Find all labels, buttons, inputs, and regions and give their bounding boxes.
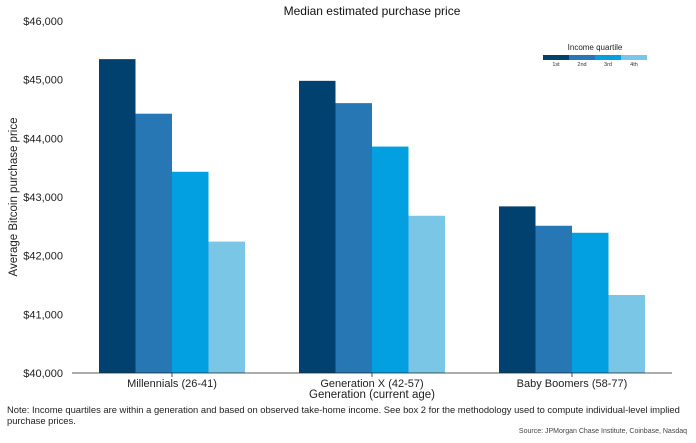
chart-title: Median estimated purchase price: [284, 4, 461, 18]
legend-label: 2nd: [577, 62, 586, 68]
y-axis-label: Average Bitcoin purchase price: [8, 118, 20, 277]
legend-swatch: [543, 55, 569, 60]
bar: [372, 146, 409, 373]
bar: [135, 113, 172, 374]
y-tick-label: $40,000: [23, 368, 63, 380]
bar-chart: Median estimated purchase price Average …: [8, 4, 672, 401]
legend-swatch: [595, 55, 621, 60]
y-tick-label: $46,000: [23, 16, 63, 28]
bar: [499, 206, 536, 373]
bar: [608, 294, 645, 373]
bar: [535, 225, 572, 373]
y-tick-label: $43,000: [23, 192, 63, 204]
y-tick-label: $45,000: [23, 75, 63, 87]
source-note: Source: JPMorgan Chase Institute, Coinba…: [518, 428, 687, 435]
legend: Income quartile 1st 2nd 3rd 4th: [543, 43, 647, 68]
bar: [99, 59, 136, 374]
legend-title: Income quartile: [568, 43, 623, 52]
bars: [99, 59, 645, 374]
bar: [299, 80, 336, 373]
legend-swatch: [569, 55, 595, 60]
x-tick-label: Millennials (26-41): [127, 378, 217, 390]
y-tick-label: $41,000: [23, 309, 63, 321]
bar: [572, 232, 609, 373]
x-tick-label: Baby Boomers (58-77): [517, 378, 628, 390]
footnote: Note: Income quartiles are within a gene…: [7, 404, 680, 426]
x-axis: Millennials (26-41) Generation X (42-57) B…: [127, 373, 627, 390]
x-tick-label: Generation X (42-57): [320, 378, 423, 390]
bar: [408, 215, 445, 373]
legend-label: 1st: [552, 62, 560, 68]
y-axis: $40,000 $41,000 $42,000 $43,000 $44,000 $45,0…: [23, 16, 63, 380]
bar: [208, 241, 245, 373]
bar: [172, 171, 209, 373]
x-axis-label: Generation (current age): [309, 389, 435, 401]
legend-swatch: [621, 55, 647, 60]
bar: [335, 103, 372, 373]
legend-label: 4th: [630, 62, 638, 68]
y-tick-label: $42,000: [23, 251, 63, 263]
y-tick-label: $44,000: [23, 133, 63, 145]
legend-label: 3rd: [604, 62, 612, 68]
